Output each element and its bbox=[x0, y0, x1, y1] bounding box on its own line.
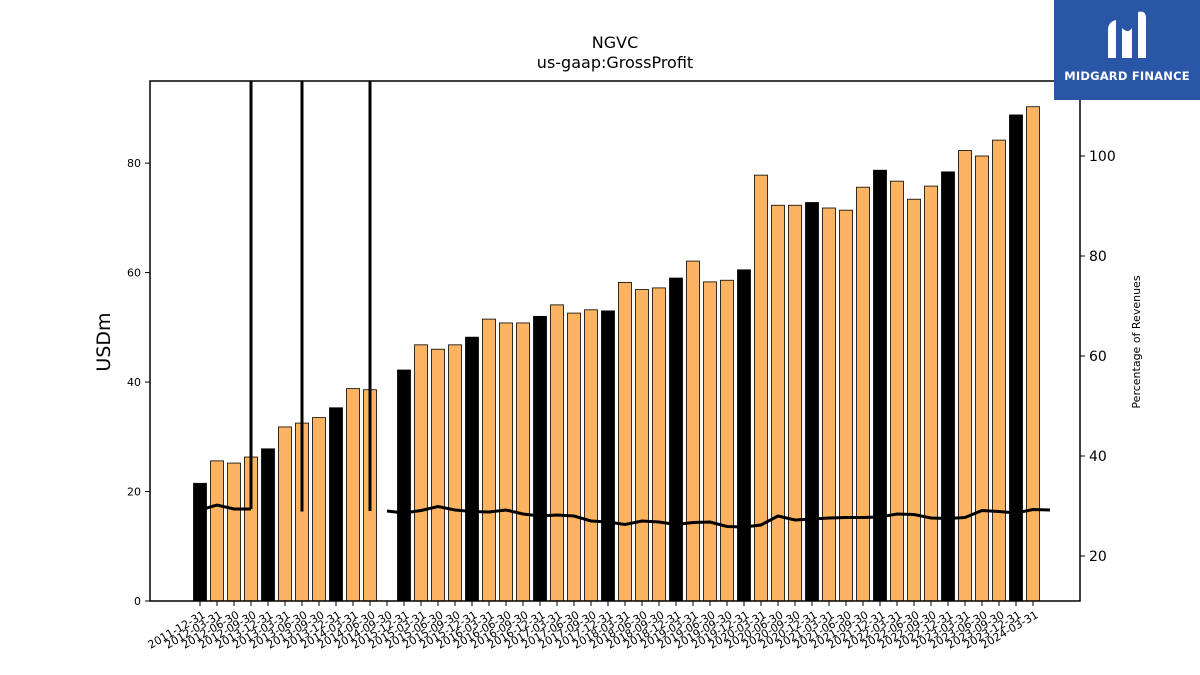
chart-title: NGVC bbox=[592, 33, 638, 52]
bars-group bbox=[193, 106, 1040, 602]
bar-12 bbox=[397, 369, 411, 602]
bar-31 bbox=[720, 279, 734, 602]
bar-34 bbox=[771, 204, 785, 602]
bar-29 bbox=[686, 260, 700, 602]
bar-2 bbox=[227, 462, 241, 602]
bar-23 bbox=[584, 309, 598, 602]
bar-21 bbox=[550, 304, 564, 602]
bar-4 bbox=[261, 448, 275, 602]
bar-35 bbox=[788, 204, 802, 602]
y-tick-label-1: 20 bbox=[127, 486, 141, 499]
y-axis-label: USDm bbox=[93, 312, 115, 371]
bar-39 bbox=[856, 186, 870, 602]
bar-17 bbox=[482, 318, 496, 602]
bar-49 bbox=[1026, 106, 1040, 602]
y-right-tick-label-1: 40 bbox=[1089, 449, 1107, 465]
bar-40 bbox=[873, 169, 887, 602]
bar-7 bbox=[312, 417, 326, 602]
brand-name: MIDGARD FINANCE bbox=[1064, 69, 1190, 83]
bar-14 bbox=[431, 348, 445, 602]
percentage-line-group bbox=[199, 81, 1051, 529]
bar-37 bbox=[822, 207, 836, 602]
bar-24 bbox=[601, 310, 615, 602]
bar-25 bbox=[618, 282, 632, 602]
bar-28 bbox=[669, 277, 683, 602]
bar-44 bbox=[941, 171, 955, 602]
logo-mark-icon bbox=[1108, 11, 1146, 59]
y-tick-label-0: 0 bbox=[134, 595, 141, 608]
bar-43 bbox=[924, 185, 938, 602]
percentage-line bbox=[199, 503, 1051, 529]
chart-subtitle: us-gaap:GrossProfit bbox=[537, 53, 693, 72]
bar-8 bbox=[329, 407, 343, 602]
bar-26 bbox=[635, 289, 649, 602]
bar-16 bbox=[465, 336, 479, 602]
bar-38 bbox=[839, 209, 853, 602]
bar-20 bbox=[533, 315, 547, 602]
bar-19 bbox=[516, 322, 530, 602]
y-right-tick-label-2: 60 bbox=[1089, 349, 1107, 365]
bar-1 bbox=[210, 460, 224, 602]
bar-18 bbox=[499, 322, 513, 602]
bar-45 bbox=[958, 150, 972, 602]
y-axis-right-label: Percentage of Revenues bbox=[1130, 275, 1143, 408]
bar-41 bbox=[890, 180, 904, 602]
bar-15 bbox=[448, 344, 462, 602]
bar-13 bbox=[414, 344, 428, 602]
plot-frame bbox=[149, 80, 1081, 602]
bar-30 bbox=[703, 281, 717, 602]
bar-5 bbox=[278, 426, 292, 602]
y-tick-label-4: 80 bbox=[127, 157, 141, 170]
bar-47 bbox=[992, 139, 1006, 602]
y-tick-label-3: 60 bbox=[127, 267, 141, 280]
y-right-tick-label-3: 80 bbox=[1089, 249, 1107, 265]
bar-9 bbox=[346, 388, 360, 602]
bar-27 bbox=[652, 287, 666, 602]
bar-36 bbox=[805, 202, 819, 602]
bar-32 bbox=[737, 269, 751, 602]
brand-logo: MIDGARD FINANCE bbox=[1054, 0, 1200, 100]
bar-0 bbox=[193, 482, 207, 602]
y-right-tick-label-0: 20 bbox=[1089, 549, 1107, 565]
bar-22 bbox=[567, 312, 581, 602]
bar-42 bbox=[907, 198, 921, 602]
y-right-tick-label-4: 100 bbox=[1089, 149, 1116, 165]
bar-33 bbox=[754, 174, 768, 602]
y-tick-label-2: 40 bbox=[127, 376, 141, 389]
axes-group: 020406080204060801002011-12-312012-03-31… bbox=[127, 80, 1116, 652]
bar-48 bbox=[1009, 114, 1023, 602]
bar-46 bbox=[975, 155, 989, 602]
